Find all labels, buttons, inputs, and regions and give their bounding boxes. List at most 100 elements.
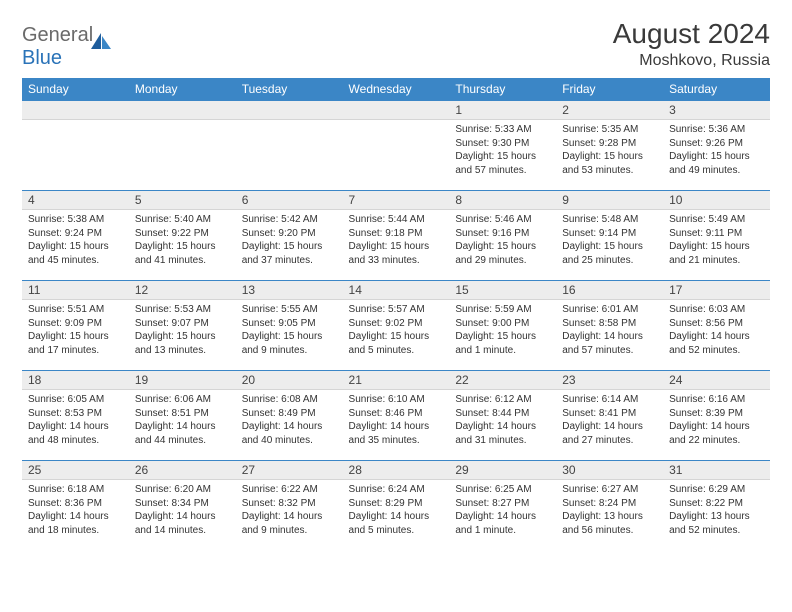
sunrise-text: Sunrise: 5:49 AM xyxy=(669,213,764,227)
week-content-row: Sunrise: 5:33 AMSunset: 9:30 PMDaylight:… xyxy=(22,120,770,191)
sunset-text: Sunset: 8:49 PM xyxy=(242,407,337,421)
daylight-text: Daylight: 15 hours and 37 minutes. xyxy=(242,240,337,267)
day-body: Sunrise: 6:01 AMSunset: 8:58 PMDaylight:… xyxy=(556,300,663,361)
day-cell: Sunrise: 5:57 AMSunset: 9:02 PMDaylight:… xyxy=(343,300,450,371)
day-number-cell: 22 xyxy=(449,371,556,390)
sunset-text: Sunset: 9:16 PM xyxy=(455,227,550,241)
day-number-cell: 27 xyxy=(236,461,343,480)
day-cell xyxy=(129,120,236,191)
sunset-text: Sunset: 8:44 PM xyxy=(455,407,550,421)
sunset-text: Sunset: 8:46 PM xyxy=(349,407,444,421)
sunrise-text: Sunrise: 5:57 AM xyxy=(349,303,444,317)
day-cell: Sunrise: 5:35 AMSunset: 9:28 PMDaylight:… xyxy=(556,120,663,191)
day-number: 26 xyxy=(129,461,236,479)
daylight-text: Daylight: 13 hours and 56 minutes. xyxy=(562,510,657,537)
sunrise-text: Sunrise: 5:42 AM xyxy=(242,213,337,227)
sunrise-text: Sunrise: 6:06 AM xyxy=(135,393,230,407)
day-number: 27 xyxy=(236,461,343,479)
week-content-row: Sunrise: 6:05 AMSunset: 8:53 PMDaylight:… xyxy=(22,390,770,461)
day-body: Sunrise: 6:05 AMSunset: 8:53 PMDaylight:… xyxy=(22,390,129,451)
sunset-text: Sunset: 9:22 PM xyxy=(135,227,230,241)
sunrise-text: Sunrise: 6:18 AM xyxy=(28,483,123,497)
day-body xyxy=(129,120,236,127)
day-body: Sunrise: 5:57 AMSunset: 9:02 PMDaylight:… xyxy=(343,300,450,361)
sunset-text: Sunset: 9:24 PM xyxy=(28,227,123,241)
day-number: 3 xyxy=(663,101,770,119)
day-number: 25 xyxy=(22,461,129,479)
brand-part1: General xyxy=(22,24,93,46)
day-number: 5 xyxy=(129,191,236,209)
daylight-text: Daylight: 14 hours and 1 minute. xyxy=(455,510,550,537)
day-number-cell: 26 xyxy=(129,461,236,480)
day-cell: Sunrise: 6:18 AMSunset: 8:36 PMDaylight:… xyxy=(22,480,129,551)
day-body: Sunrise: 5:44 AMSunset: 9:18 PMDaylight:… xyxy=(343,210,450,271)
day-number xyxy=(236,101,343,119)
day-header: Saturday xyxy=(663,78,770,101)
day-cell: Sunrise: 5:40 AMSunset: 9:22 PMDaylight:… xyxy=(129,210,236,281)
day-body: Sunrise: 6:20 AMSunset: 8:34 PMDaylight:… xyxy=(129,480,236,541)
day-cell: Sunrise: 6:27 AMSunset: 8:24 PMDaylight:… xyxy=(556,480,663,551)
day-body: Sunrise: 5:42 AMSunset: 9:20 PMDaylight:… xyxy=(236,210,343,271)
day-number-cell: 3 xyxy=(663,101,770,120)
sunrise-text: Sunrise: 5:33 AM xyxy=(455,123,550,137)
day-number-cell: 2 xyxy=(556,101,663,120)
daylight-text: Daylight: 15 hours and 25 minutes. xyxy=(562,240,657,267)
day-cell: Sunrise: 5:55 AMSunset: 9:05 PMDaylight:… xyxy=(236,300,343,371)
daylight-text: Daylight: 14 hours and 40 minutes. xyxy=(242,420,337,447)
brand-part2: Blue xyxy=(22,47,62,69)
day-number: 17 xyxy=(663,281,770,299)
daylight-text: Daylight: 13 hours and 52 minutes. xyxy=(669,510,764,537)
sunset-text: Sunset: 9:18 PM xyxy=(349,227,444,241)
day-number: 6 xyxy=(236,191,343,209)
daylight-text: Daylight: 14 hours and 57 minutes. xyxy=(562,330,657,357)
day-header: Tuesday xyxy=(236,78,343,101)
sunset-text: Sunset: 9:26 PM xyxy=(669,137,764,151)
sunset-text: Sunset: 9:05 PM xyxy=(242,317,337,331)
day-body: Sunrise: 5:40 AMSunset: 9:22 PMDaylight:… xyxy=(129,210,236,271)
sunset-text: Sunset: 9:14 PM xyxy=(562,227,657,241)
day-cell xyxy=(22,120,129,191)
day-number-cell: 23 xyxy=(556,371,663,390)
daylight-text: Daylight: 15 hours and 21 minutes. xyxy=(669,240,764,267)
sunset-text: Sunset: 8:36 PM xyxy=(28,497,123,511)
day-cell: Sunrise: 5:36 AMSunset: 9:26 PMDaylight:… xyxy=(663,120,770,191)
day-header: Friday xyxy=(556,78,663,101)
day-body: Sunrise: 5:33 AMSunset: 9:30 PMDaylight:… xyxy=(449,120,556,181)
day-cell xyxy=(343,120,450,191)
sunset-text: Sunset: 8:24 PM xyxy=(562,497,657,511)
day-number: 31 xyxy=(663,461,770,479)
daylight-text: Daylight: 14 hours and 52 minutes. xyxy=(669,330,764,357)
day-cell: Sunrise: 6:03 AMSunset: 8:56 PMDaylight:… xyxy=(663,300,770,371)
day-number: 1 xyxy=(449,101,556,119)
day-cell: Sunrise: 5:38 AMSunset: 9:24 PMDaylight:… xyxy=(22,210,129,281)
daylight-text: Daylight: 15 hours and 33 minutes. xyxy=(349,240,444,267)
day-body: Sunrise: 6:27 AMSunset: 8:24 PMDaylight:… xyxy=(556,480,663,541)
day-cell: Sunrise: 5:48 AMSunset: 9:14 PMDaylight:… xyxy=(556,210,663,281)
day-number-cell: 28 xyxy=(343,461,450,480)
day-body: Sunrise: 6:22 AMSunset: 8:32 PMDaylight:… xyxy=(236,480,343,541)
day-cell: Sunrise: 6:06 AMSunset: 8:51 PMDaylight:… xyxy=(129,390,236,461)
day-header: Sunday xyxy=(22,78,129,101)
sunrise-text: Sunrise: 5:46 AM xyxy=(455,213,550,227)
day-number-cell xyxy=(129,101,236,120)
day-cell: Sunrise: 6:16 AMSunset: 8:39 PMDaylight:… xyxy=(663,390,770,461)
daylight-text: Daylight: 15 hours and 49 minutes. xyxy=(669,150,764,177)
day-number: 13 xyxy=(236,281,343,299)
daylight-text: Daylight: 15 hours and 1 minute. xyxy=(455,330,550,357)
day-cell: Sunrise: 5:42 AMSunset: 9:20 PMDaylight:… xyxy=(236,210,343,281)
week-daynum-row: 45678910 xyxy=(22,191,770,210)
day-cell: Sunrise: 6:24 AMSunset: 8:29 PMDaylight:… xyxy=(343,480,450,551)
daylight-text: Daylight: 14 hours and 44 minutes. xyxy=(135,420,230,447)
day-number: 16 xyxy=(556,281,663,299)
sunrise-text: Sunrise: 6:16 AM xyxy=(669,393,764,407)
header: General Blue August 2024 Moshkovo, Russi… xyxy=(22,18,770,70)
day-cell: Sunrise: 6:22 AMSunset: 8:32 PMDaylight:… xyxy=(236,480,343,551)
day-cell: Sunrise: 5:44 AMSunset: 9:18 PMDaylight:… xyxy=(343,210,450,281)
daylight-text: Daylight: 15 hours and 41 minutes. xyxy=(135,240,230,267)
sunset-text: Sunset: 8:32 PM xyxy=(242,497,337,511)
day-number-cell: 9 xyxy=(556,191,663,210)
day-body: Sunrise: 6:10 AMSunset: 8:46 PMDaylight:… xyxy=(343,390,450,451)
sunset-text: Sunset: 9:11 PM xyxy=(669,227,764,241)
day-number: 22 xyxy=(449,371,556,389)
day-body xyxy=(236,120,343,127)
